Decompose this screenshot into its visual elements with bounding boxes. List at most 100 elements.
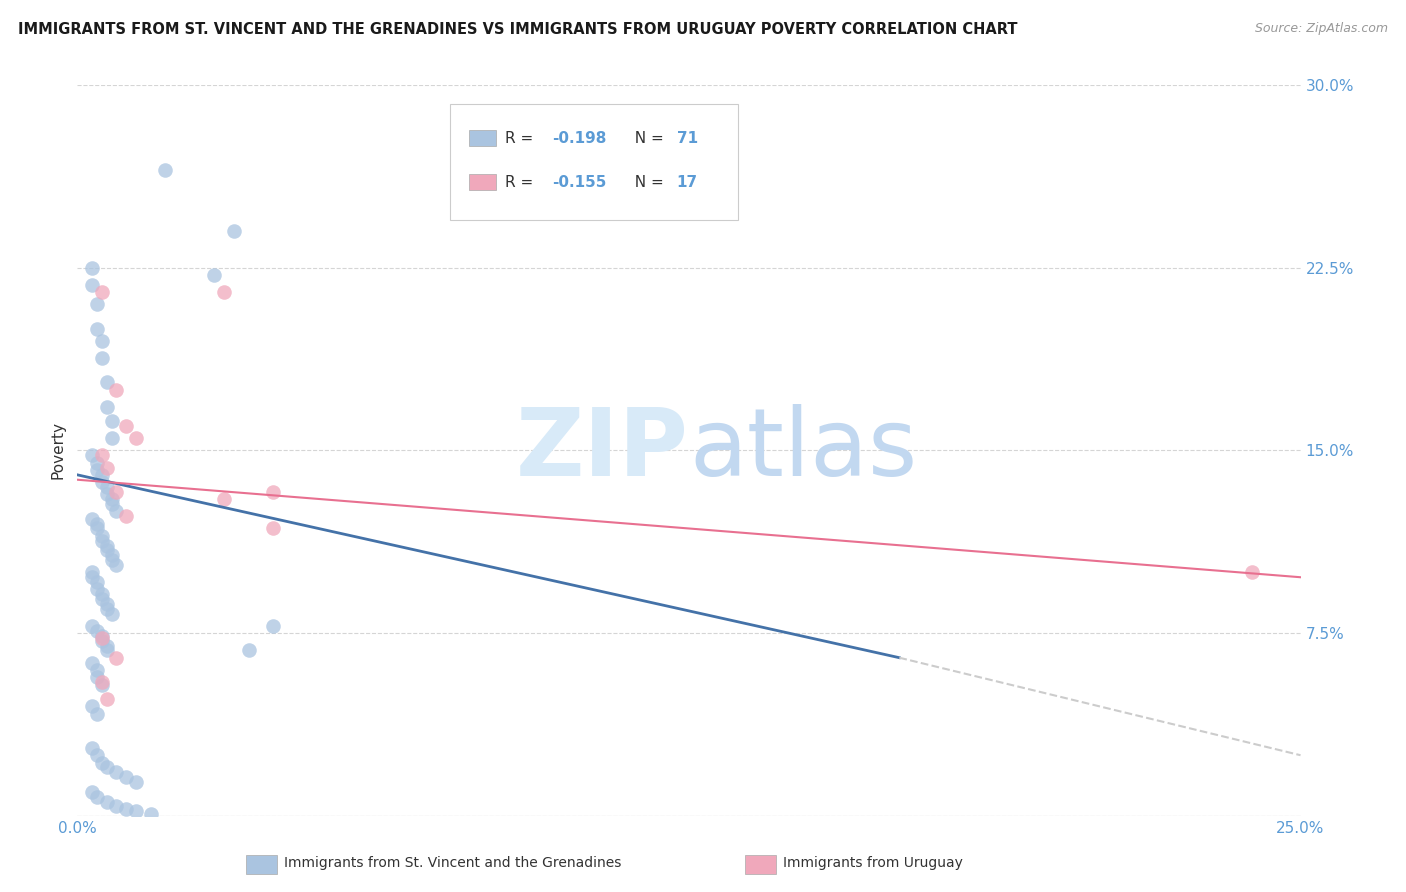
- Point: [212, 492, 235, 507]
- Point: [96, 760, 118, 774]
- Point: [105, 799, 128, 814]
- Point: [80, 656, 103, 670]
- Point: [90, 756, 112, 770]
- Text: R =: R =: [506, 130, 538, 145]
- Point: [86, 670, 108, 684]
- Point: [86, 624, 108, 638]
- Point: [100, 549, 122, 563]
- Point: [262, 484, 284, 499]
- FancyBboxPatch shape: [450, 104, 738, 220]
- Point: [155, 163, 177, 178]
- Point: [96, 692, 118, 706]
- Point: [96, 795, 118, 809]
- Point: [115, 509, 138, 524]
- Point: [1240, 566, 1263, 580]
- Point: [105, 383, 128, 397]
- Point: [90, 529, 112, 543]
- Point: [96, 639, 118, 653]
- Point: [86, 748, 108, 763]
- Point: [86, 516, 108, 531]
- Point: [90, 351, 112, 365]
- Text: Immigrants from Uruguay: Immigrants from Uruguay: [783, 856, 963, 871]
- Point: [86, 575, 108, 590]
- Point: [222, 224, 245, 238]
- Point: [90, 677, 112, 691]
- Point: [90, 448, 112, 462]
- Point: [262, 521, 284, 535]
- Point: [125, 805, 148, 819]
- Text: Source: ZipAtlas.com: Source: ZipAtlas.com: [1254, 22, 1388, 36]
- Point: [80, 619, 103, 633]
- Point: [100, 414, 122, 428]
- Point: [80, 512, 103, 526]
- Point: [115, 770, 138, 784]
- Point: [96, 597, 118, 611]
- Text: atlas: atlas: [689, 404, 917, 497]
- Point: [238, 643, 260, 657]
- Point: [90, 592, 112, 607]
- Point: [115, 419, 138, 434]
- Point: [100, 607, 122, 621]
- Text: Immigrants from St. Vincent and the Grenadines: Immigrants from St. Vincent and the Gren…: [284, 856, 621, 871]
- Point: [86, 582, 108, 597]
- Y-axis label: Poverty: Poverty: [51, 421, 66, 480]
- Text: ZIP: ZIP: [516, 404, 689, 497]
- Bar: [468, 130, 496, 146]
- Point: [90, 285, 112, 299]
- Point: [100, 553, 122, 567]
- Point: [80, 570, 103, 584]
- Point: [105, 484, 128, 499]
- Point: [80, 277, 103, 292]
- Text: N =: N =: [626, 175, 669, 189]
- Point: [86, 789, 108, 804]
- Point: [86, 521, 108, 535]
- Point: [96, 602, 118, 616]
- Point: [262, 619, 284, 633]
- Point: [100, 492, 122, 507]
- Point: [105, 504, 128, 518]
- Point: [96, 543, 118, 558]
- Point: [86, 663, 108, 677]
- Point: [125, 431, 148, 445]
- Point: [96, 460, 118, 475]
- Point: [90, 334, 112, 348]
- Text: 71: 71: [676, 130, 697, 145]
- Point: [80, 785, 103, 799]
- Point: [125, 775, 148, 789]
- Text: N =: N =: [626, 130, 669, 145]
- Point: [90, 475, 112, 490]
- Point: [80, 448, 103, 462]
- Text: R =: R =: [506, 175, 538, 189]
- Point: [80, 699, 103, 714]
- Point: [90, 467, 112, 482]
- Point: [105, 650, 128, 665]
- Point: [139, 806, 162, 821]
- Text: -0.155: -0.155: [553, 175, 606, 189]
- Point: [105, 558, 128, 572]
- Point: [212, 285, 235, 299]
- Point: [90, 533, 112, 548]
- Point: [90, 675, 112, 690]
- Point: [86, 297, 108, 311]
- Point: [96, 480, 118, 494]
- Point: [96, 487, 118, 501]
- Text: -0.198: -0.198: [553, 130, 606, 145]
- Point: [96, 539, 118, 553]
- Point: [100, 431, 122, 445]
- Point: [86, 706, 108, 721]
- Point: [90, 587, 112, 601]
- Point: [90, 629, 112, 643]
- Point: [90, 633, 112, 648]
- Point: [96, 400, 118, 414]
- Point: [86, 456, 108, 470]
- Point: [80, 740, 103, 755]
- Text: 17: 17: [676, 175, 697, 189]
- Bar: [468, 174, 496, 190]
- Point: [86, 321, 108, 335]
- Point: [202, 268, 225, 282]
- Point: [96, 643, 118, 657]
- Point: [96, 375, 118, 389]
- Point: [90, 631, 112, 645]
- Point: [80, 260, 103, 275]
- Point: [86, 463, 108, 477]
